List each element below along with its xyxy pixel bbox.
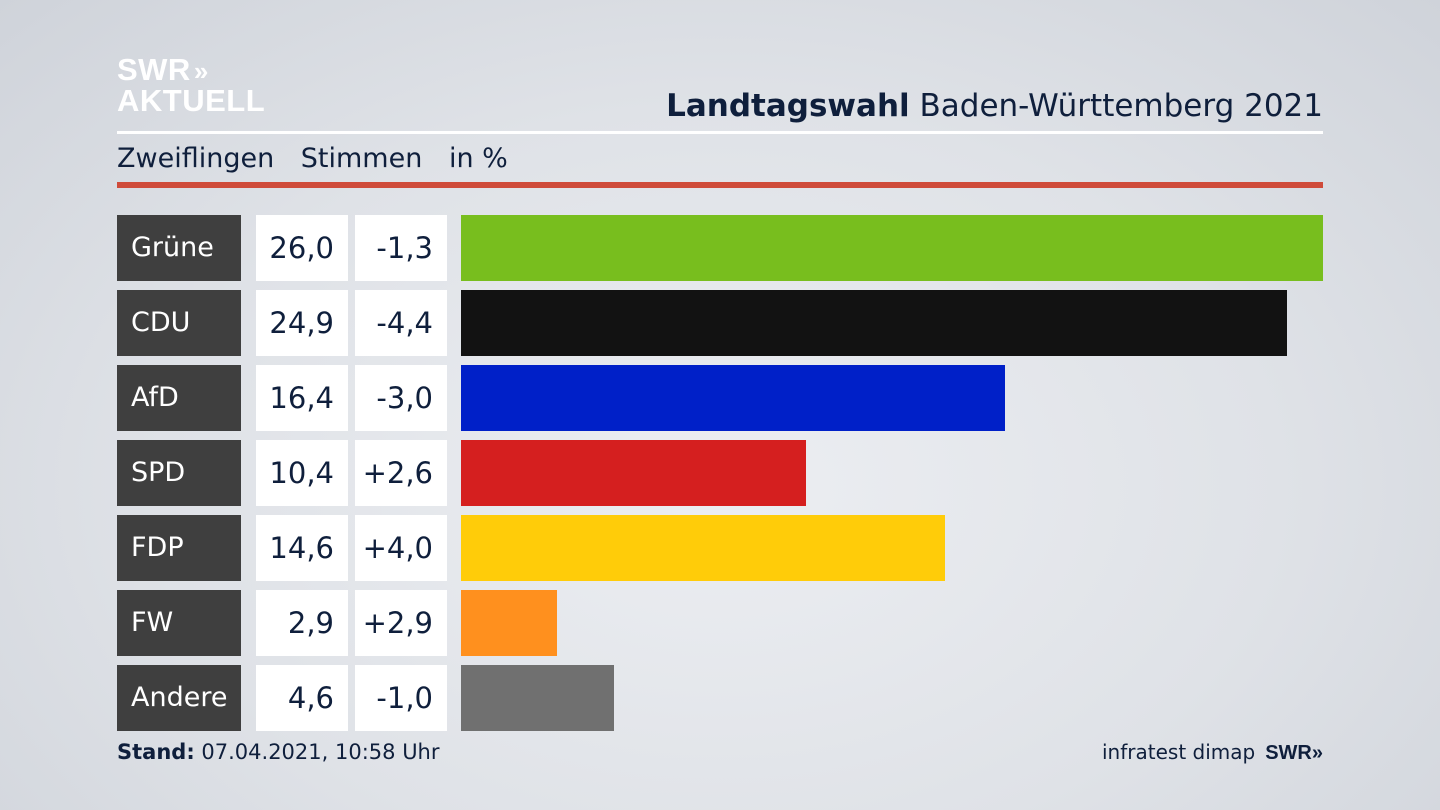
vote-share-value: 14,6 [256,515,348,581]
source-credit: infratest dimap SWR» [1102,740,1323,765]
party-label: CDU [117,290,241,356]
vote-share-value: 16,4 [256,365,348,431]
bar-fdp [461,515,945,581]
page-title: Landtagswahl Baden-Württemberg 2021 [666,88,1323,124]
vote-change-value: +2,6 [355,440,447,506]
vote-change-value: -4,4 [355,290,447,356]
logo-arrows-icon: » [193,56,209,86]
chart-row: FDP 14,6 +4,0 [117,515,1323,581]
vote-share-value: 24,9 [256,290,348,356]
party-label: Grüne [117,215,241,281]
title-rest: Baden-Württemberg 2021 [919,88,1323,124]
stand-value: 07.04.2021, 10:58 Uhr [201,740,440,764]
vote-change-value: -1,3 [355,215,447,281]
bar-grüne [461,215,1323,281]
logo-swr-text: SWR [117,52,191,87]
source-text: infratest dimap [1102,740,1256,764]
swr-aktuell-logo: SWR» AKTUELL [117,52,266,118]
timestamp: Stand: 07.04.2021, 10:58 Uhr [117,740,440,764]
chart-row: SPD 10,4 +2,6 [117,440,1323,506]
vote-change-value: -3,0 [355,365,447,431]
logo-aktuell-text: AKTUELL [117,83,266,118]
party-label: FDP [117,515,241,581]
vote-share-value: 10,4 [256,440,348,506]
chart-row: Grüne 26,0 -1,3 [117,215,1323,281]
vote-share-value: 4,6 [256,665,348,731]
party-label: AfD [117,365,241,431]
bar-andere [461,665,614,731]
party-label: Andere [117,665,241,731]
bar-fw [461,590,557,656]
subtitle-place: Zweiflingen [117,143,275,174]
stand-label: Stand: [117,740,195,764]
chart-row: AfD 16,4 -3,0 [117,365,1323,431]
accent-divider [117,182,1323,188]
title-bold: Landtagswahl [666,88,910,124]
chart-subtitle: Zweiflingen Stimmen in % [117,143,526,174]
chart-row: CDU 24,9 -4,4 [117,290,1323,356]
bar-cdu [461,290,1287,356]
bar-afd [461,365,1005,431]
header-divider [117,131,1323,134]
vote-share-value: 2,9 [256,590,348,656]
vote-share-value: 26,0 [256,215,348,281]
subtitle-unit: in % [448,143,508,174]
vote-change-value: -1,0 [355,665,447,731]
chart-row: Andere 4,6 -1,0 [117,665,1323,731]
vote-change-value: +4,0 [355,515,447,581]
subtitle-measure: Stimmen [300,143,423,174]
party-label: SPD [117,440,241,506]
chart-row: FW 2,9 +2,9 [117,590,1323,656]
vote-change-value: +2,9 [355,590,447,656]
swr-brand-logo: SWR» [1265,742,1323,764]
bar-spd [461,440,806,506]
party-label: FW [117,590,241,656]
